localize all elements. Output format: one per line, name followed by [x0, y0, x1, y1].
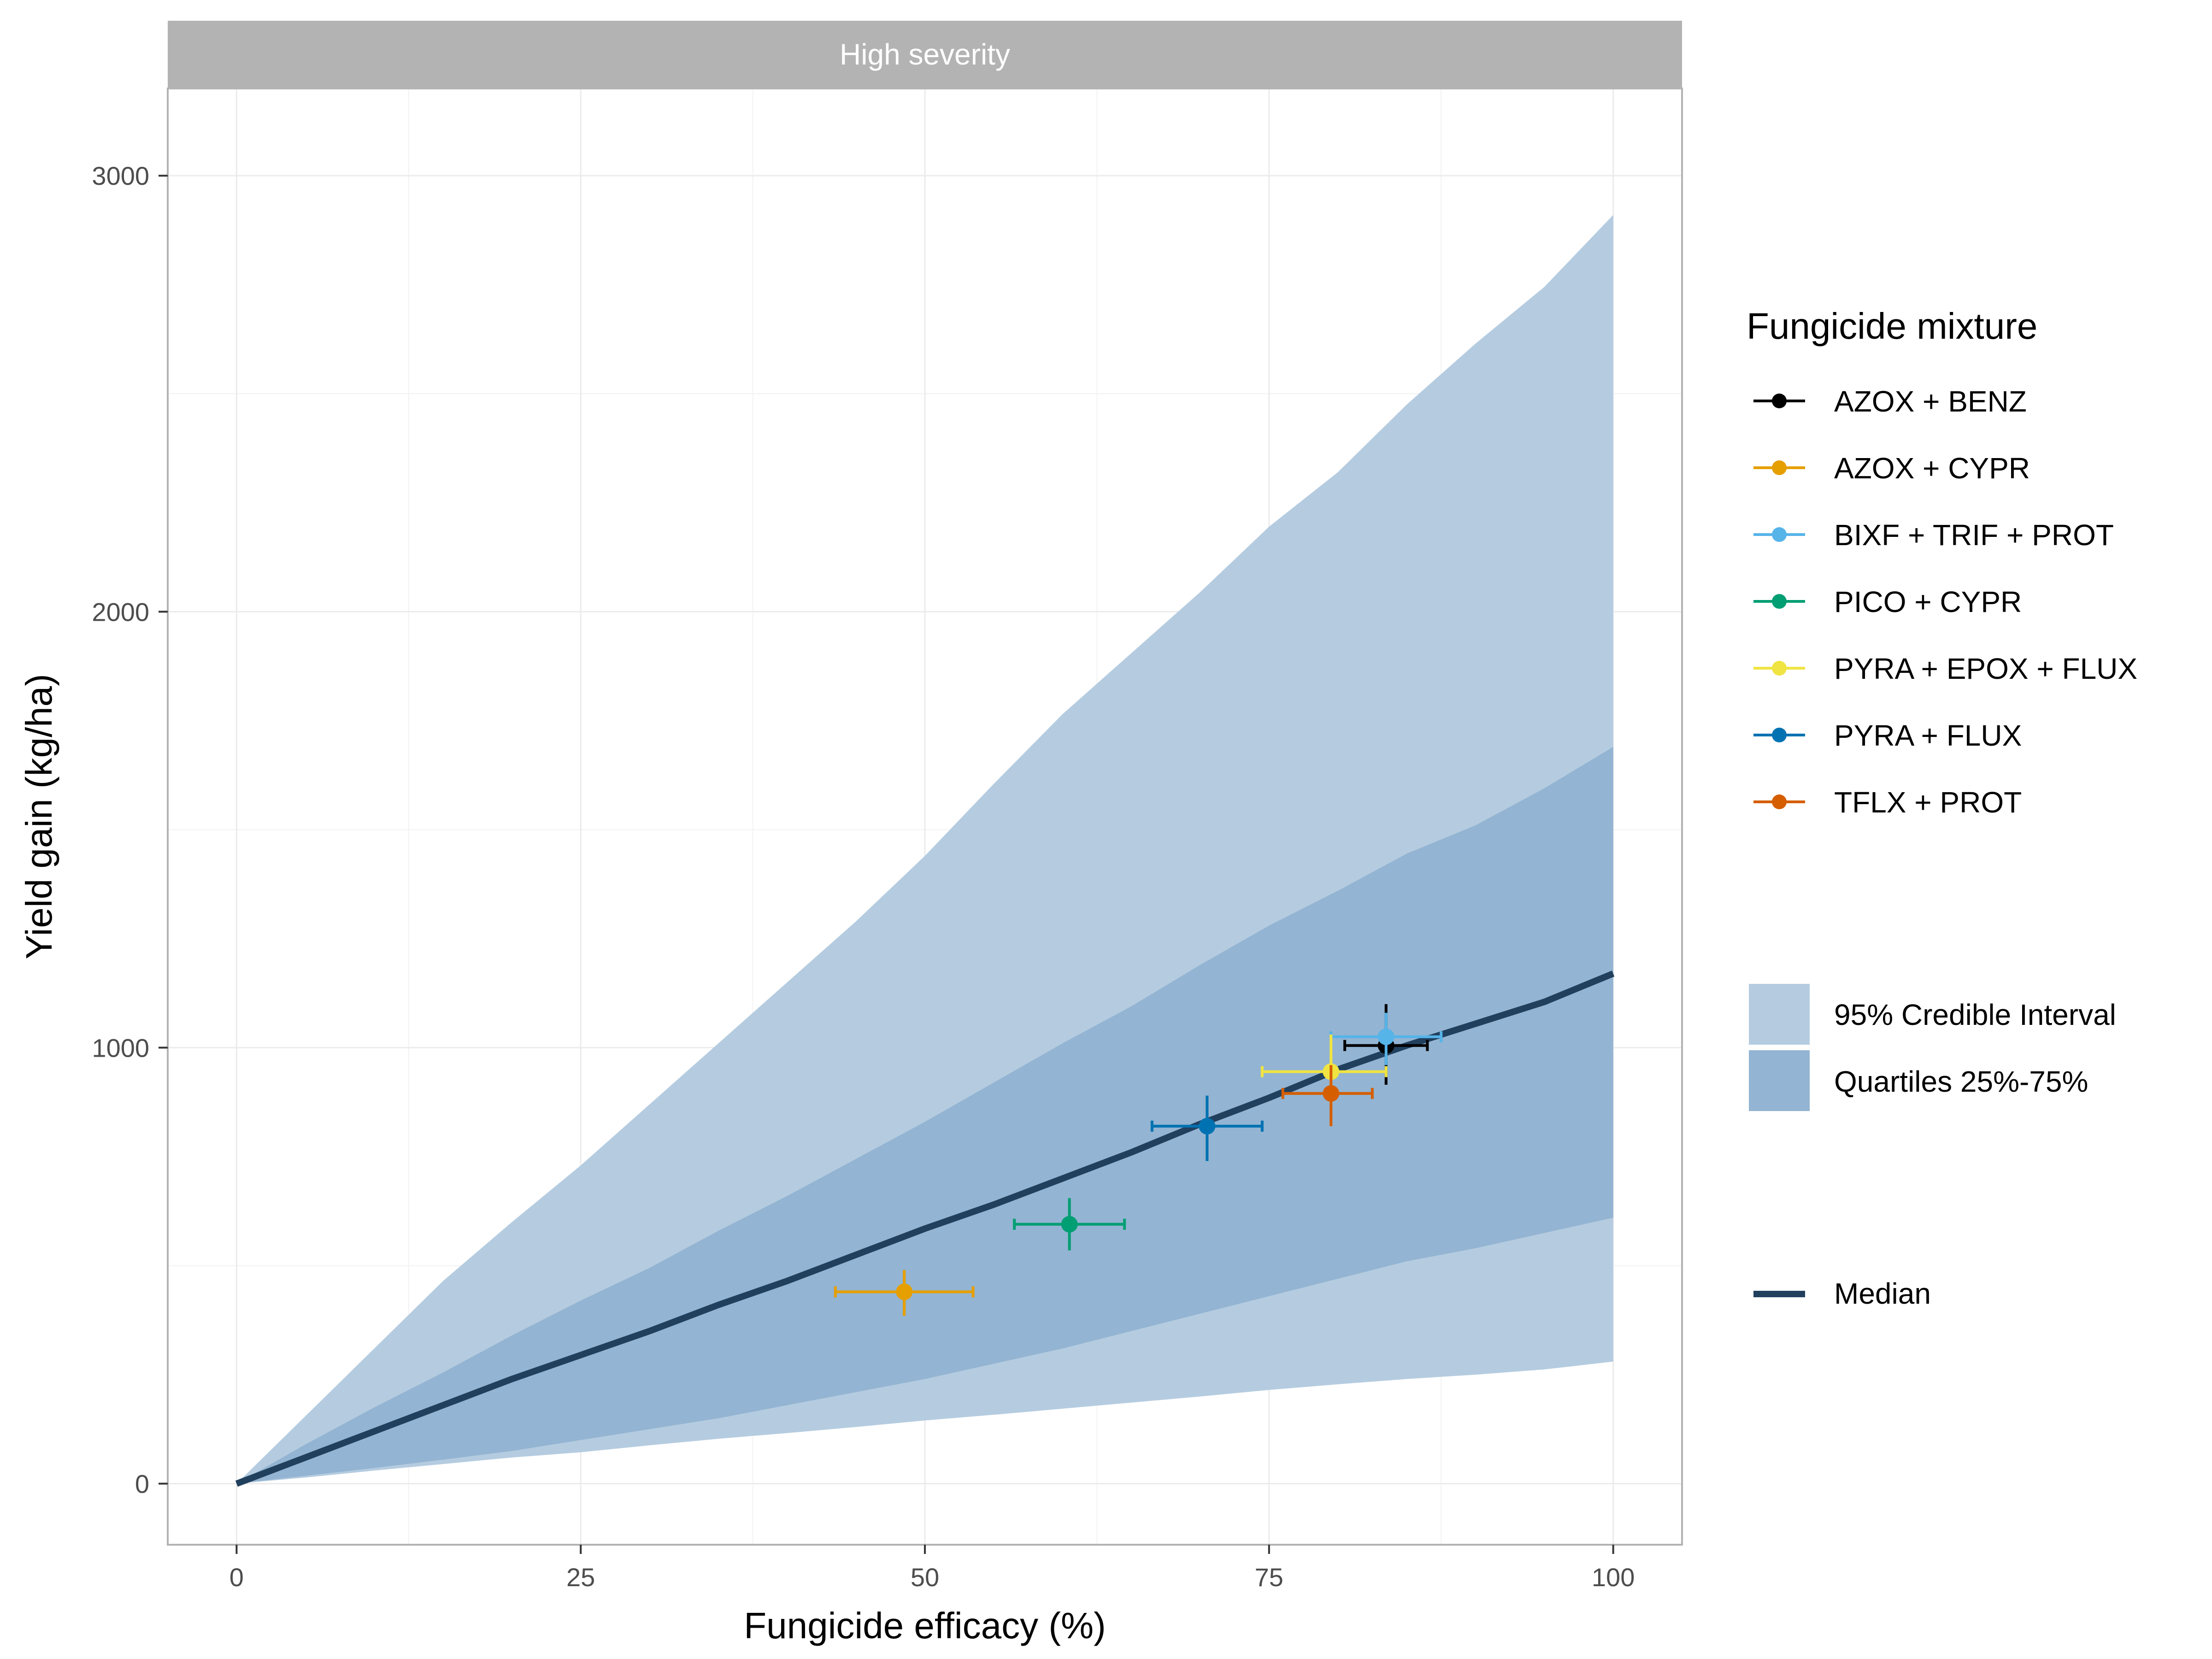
y-tick-label: 2000: [92, 597, 149, 626]
panel-strip: [168, 21, 1682, 88]
legend-item: PYRA + EPOX + FLUX: [1753, 652, 2137, 685]
point-marker: [1199, 1118, 1216, 1135]
legend-label: PYRA + EPOX + FLUX: [1834, 652, 2137, 685]
point-layer: [834, 1004, 1443, 1316]
legend-label: BIXF + TRIF + PROT: [1834, 518, 2114, 552]
legend-key-point: [1772, 527, 1787, 542]
legend-label: AZOX + BENZ: [1834, 385, 2027, 418]
x-axis-title: Fungicide efficacy (%): [744, 1605, 1106, 1646]
legend-label: PICO + CYPR: [1834, 585, 2022, 618]
point-marker: [896, 1283, 913, 1300]
median-line: [235, 971, 1615, 1487]
legend: AZOX + BENZ AZOX + CYPR BIXF + TRIF + PROT…: [1753, 385, 2137, 819]
data-point-pico-cypr: [1013, 1198, 1126, 1251]
legend-item: PICO + CYPR: [1753, 585, 2022, 618]
x-tick-label: 100: [1592, 1563, 1635, 1592]
legend-key-point: [1772, 728, 1787, 742]
legend-key-point: [1772, 594, 1787, 609]
legend-label: TFLX + PROT: [1834, 786, 2022, 819]
legend-label-quartiles: Quartiles 25%-75%: [1834, 1065, 2088, 1098]
data-point-azox-cypr: [834, 1270, 975, 1316]
y-tick-label: 0: [135, 1470, 149, 1499]
y-tick-label: 1000: [92, 1033, 149, 1062]
point-marker: [1061, 1216, 1078, 1233]
legend-label: AZOX + CYPR: [1834, 452, 2030, 485]
y-tick-label: 3000: [92, 161, 149, 190]
data-point-bixf-trif-prot: [1330, 1012, 1443, 1065]
x-tick-label: 0: [229, 1563, 244, 1592]
x-tick-label: 50: [911, 1563, 939, 1592]
quartile-band: [236, 747, 1613, 1484]
legend-title: Fungicide mixture: [1747, 306, 2037, 347]
data-point-tflx-prot: [1281, 1065, 1374, 1126]
x-tick-label: 25: [566, 1563, 595, 1592]
legend-item: BIXF + TRIF + PROT: [1753, 518, 2114, 552]
panel-title: High severity: [840, 38, 1010, 71]
legend-key-ci95: [1749, 984, 1810, 1045]
legend-label-median: Median: [1834, 1277, 1931, 1310]
legend-item: AZOX + CYPR: [1753, 452, 2030, 485]
data-point-pyra-flux: [1150, 1095, 1264, 1161]
legend-label-ci95: 95% Credible Interval: [1834, 998, 2116, 1031]
legend-key-point: [1772, 794, 1787, 809]
legend-key-point: [1772, 394, 1787, 408]
legend-key-quartiles: [1749, 1050, 1810, 1111]
point-marker: [1323, 1085, 1340, 1102]
legend-label: PYRA + FLUX: [1834, 719, 2022, 752]
legend-key-point: [1772, 661, 1787, 676]
band-layer: [235, 215, 1615, 1487]
legend-item: PYRA + FLUX: [1753, 719, 2022, 752]
legend-item: TFLX + PROT: [1753, 786, 2022, 819]
point-marker: [1377, 1028, 1394, 1045]
x-tick-label: 75: [1255, 1563, 1283, 1592]
legend-key-point: [1772, 460, 1787, 475]
y-axis-title: Yield gain (kg/ha): [18, 674, 59, 959]
legend-item: AZOX + BENZ: [1753, 385, 2027, 418]
